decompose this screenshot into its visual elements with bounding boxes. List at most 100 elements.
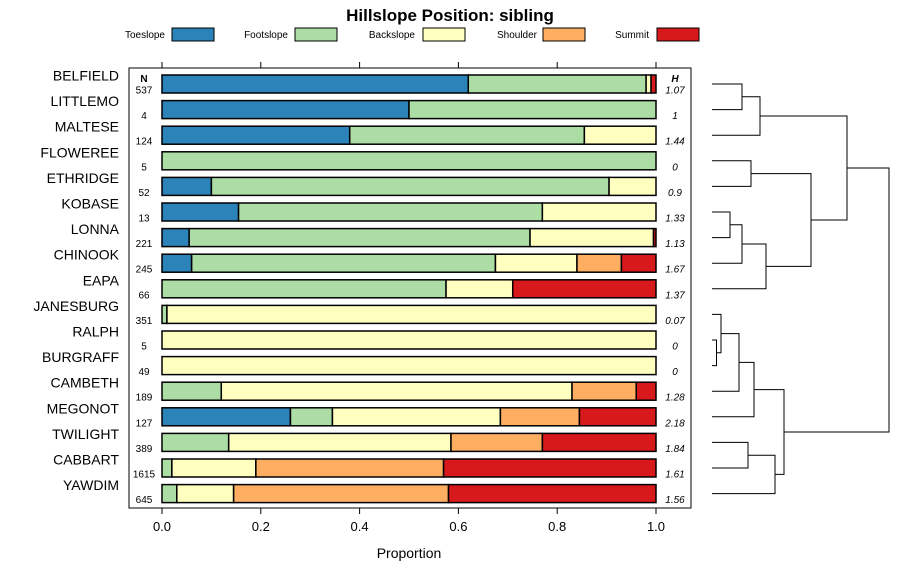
x-tick-label-2: 0.4 (351, 519, 369, 534)
n-value-burgraff: 49 (138, 367, 150, 378)
n-value-ethridge: 52 (138, 188, 150, 199)
bar-segment-yawdim-summit (447, 483, 657, 504)
n-header: N (140, 74, 147, 85)
h-value-cabbart: 1.61 (665, 470, 684, 481)
legend-label-summit: Summit (615, 30, 649, 41)
bar-segment-cabbart-backslope (171, 458, 257, 478)
bar-segment-cambeth-shoulder (571, 381, 637, 401)
n-value-ralph: 5 (141, 342, 147, 353)
h-value-chinook: 1.67 (665, 265, 685, 276)
bar-segment-cambeth-summit (635, 381, 657, 401)
legend-swatch-toeslope (171, 27, 215, 42)
bar-segment-floweree-footslope (161, 151, 657, 171)
x-tick-label-4: 0.8 (548, 519, 566, 534)
h-value-littlemo: 1 (672, 111, 678, 122)
legend-label-footslope: Footslope (244, 30, 288, 41)
row-label-ethridge: ETHRIDGE (47, 170, 119, 186)
n-value-maltese: 124 (136, 137, 153, 148)
bar-segment-maltese-backslope (583, 125, 657, 145)
h-value-ralph: 0 (672, 342, 678, 353)
row-label-littlemo: LITTLEMO (51, 93, 120, 109)
bar-segment-ethridge-footslope (210, 176, 610, 197)
n-value-cabbart: 1615 (133, 470, 156, 481)
legend-label-backslope: Backslope (369, 30, 416, 41)
x-axis-label: Proportion (377, 545, 442, 561)
bar-segment-janesburg-backslope (166, 304, 657, 325)
bar-segment-littlemo-toeslope (161, 99, 410, 120)
dendrogram-link-11 (712, 441, 749, 469)
bar-segment-lonna-footslope (188, 227, 531, 248)
bar-segment-lonna-toeslope (161, 227, 190, 248)
bar-segment-ethridge-backslope (608, 176, 657, 197)
h-value-maltese: 1.44 (665, 137, 685, 148)
x-tick-label-5: 1.0 (647, 519, 665, 534)
bar-segment-yawdim-shoulder (232, 483, 450, 504)
n-value-kobase: 13 (138, 214, 150, 225)
dendrogram-link-1 (712, 96, 761, 136)
bar-segment-megonot-backslope (331, 407, 502, 427)
dendrogram-link-5 (712, 243, 767, 290)
bar-segment-lonna-summit (652, 227, 657, 248)
dendrogram-link-13 (760, 115, 848, 221)
row-label-floweree: FLOWEREE (40, 144, 119, 160)
bar-segment-twilight-footslope (161, 432, 230, 453)
x-tick-label-0: 0.0 (153, 519, 171, 534)
bar-segment-twilight-backslope (227, 432, 452, 453)
dendrogram-link-10 (712, 361, 755, 418)
h-value-janesburg: 0.07 (665, 316, 685, 327)
dendrogram-link-15 (784, 167, 890, 433)
x-tick-label-3: 0.6 (449, 519, 467, 534)
n-value-megonot: 127 (136, 418, 153, 429)
bar-segment-cabbart-summit (442, 458, 657, 478)
row-label-janesburg: JANESBURG (33, 298, 119, 314)
bar-segment-chinook-summit (620, 253, 657, 273)
bar-segment-kobase-toeslope (161, 202, 240, 222)
row-label-twilight: TWILIGHT (52, 426, 119, 442)
legend-label-toeslope: Toeslope (125, 30, 165, 41)
row-labels: BELFIELD 537 1.07 LITTLEMO 4 1 MALTESE 124 1.44 F… (33, 68, 685, 507)
h-value-ethridge: 0.9 (668, 188, 682, 199)
dendrogram-link-14 (754, 389, 785, 475)
h-value-kobase: 1.33 (665, 214, 685, 225)
row-label-chinook: CHINOOK (54, 247, 120, 263)
legend: Toeslope Footslope Backslope Shoulder Summit (125, 27, 700, 42)
h-value-floweree: 0 (672, 162, 678, 173)
bar-segment-cambeth-backslope (220, 381, 573, 401)
dendrogram-link-7 (712, 339, 717, 367)
bar-segment-yawdim-footslope (161, 483, 178, 504)
x-axis: 0.0 0.2 0.4 0.6 0.8 1.0 Proportion (153, 62, 665, 561)
bar-segment-ethridge-toeslope (161, 176, 213, 197)
row-label-ralph: RALPH (72, 324, 119, 340)
legend-swatch-summit (656, 27, 700, 42)
bar-segment-megonot-shoulder (499, 407, 581, 427)
bar-segment-twilight-summit (541, 432, 657, 453)
bar-segment-eapa-footslope (161, 279, 447, 299)
bar-segment-kobase-backslope (541, 202, 657, 222)
chart-title: Hillslope Position: sibling (346, 6, 554, 25)
n-value-janesburg: 351 (136, 316, 153, 327)
n-value-belfield: 537 (136, 86, 153, 97)
row-label-belfield: BELFIELD (53, 68, 119, 84)
bar-segment-belfield-toeslope (161, 74, 470, 94)
legend-swatch-footslope (294, 27, 338, 42)
h-value-yawdim: 1.56 (665, 495, 685, 506)
bar-segment-megonot-footslope (289, 407, 334, 427)
dendrogram-link-3 (712, 211, 731, 239)
bar-segment-maltese-toeslope (161, 125, 351, 145)
n-value-littlemo: 4 (141, 111, 147, 122)
bar-segment-cambeth-footslope (161, 381, 223, 401)
n-value-eapa: 66 (138, 290, 150, 301)
h-value-lonna: 1.13 (665, 239, 685, 250)
bar-segment-littlemo-footslope (408, 99, 657, 120)
bar-segment-lonna-backslope (529, 227, 655, 248)
row-label-yawdim: YAWDIM (63, 477, 119, 493)
bar-segment-megonot-summit (578, 407, 657, 427)
bar-segment-maltese-footslope (348, 125, 586, 145)
bar-segment-burgraff-backslope (161, 355, 657, 376)
row-label-kobase: KOBASE (61, 196, 119, 212)
row-label-cambeth: CAMBETH (51, 375, 119, 391)
h-value-cambeth: 1.28 (665, 393, 685, 404)
bar-segment-twilight-shoulder (450, 432, 544, 453)
